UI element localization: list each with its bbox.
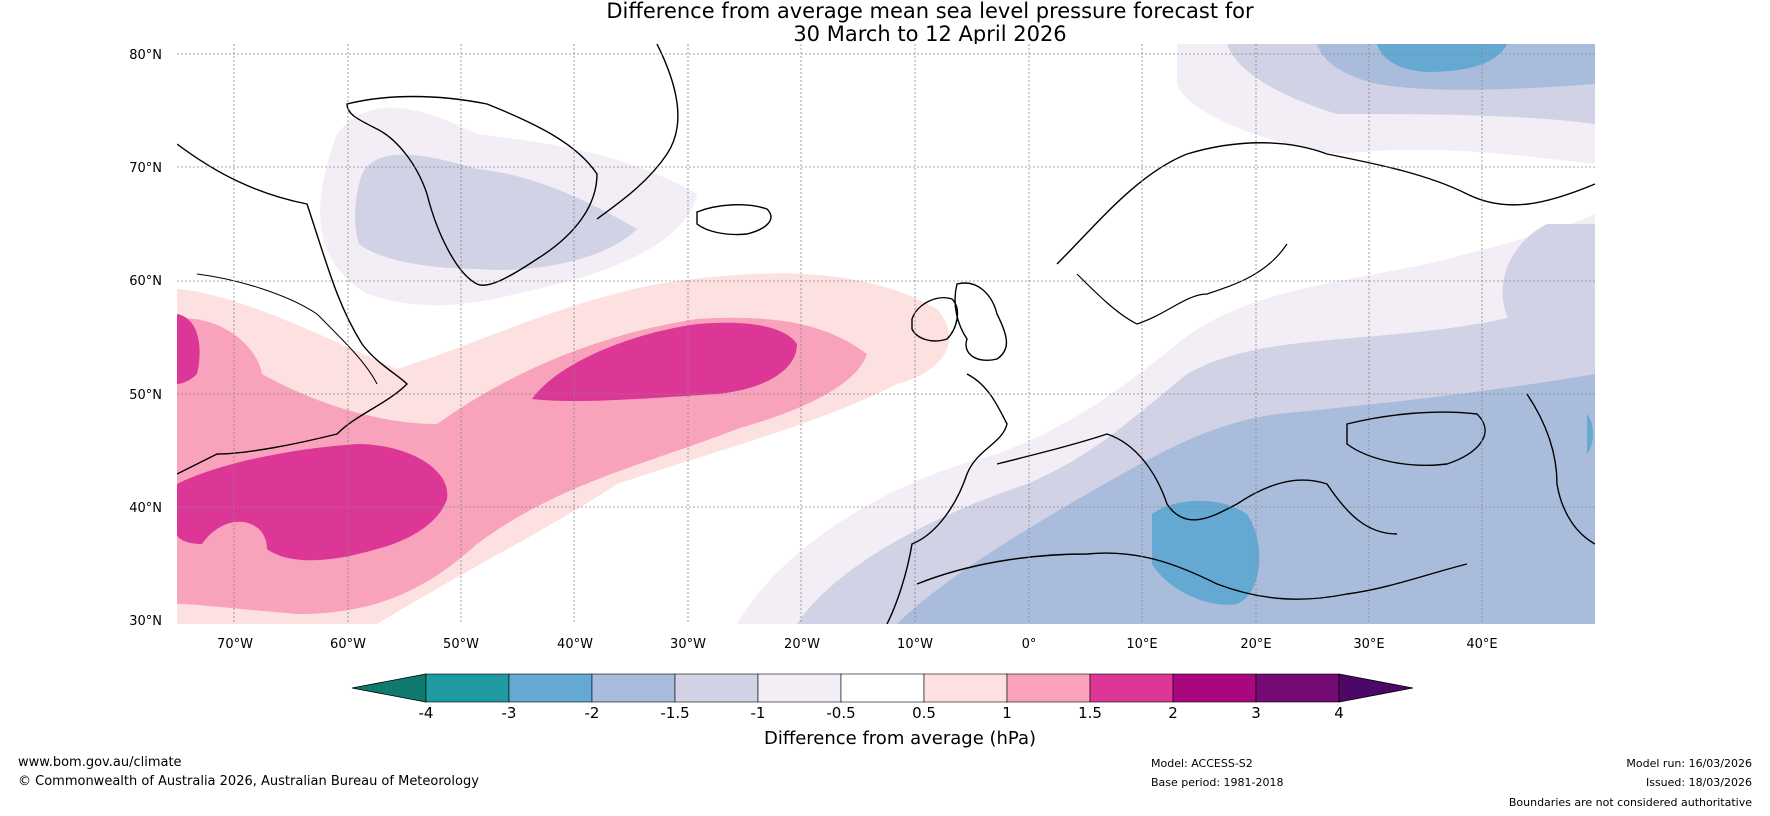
lat-label-40n: 40°N bbox=[129, 501, 162, 516]
colorbar-segment bbox=[1006, 673, 1091, 703]
contour-neg-1-russia bbox=[1502, 224, 1595, 340]
colorbar-tick-label: 3 bbox=[1251, 704, 1261, 722]
colorbar-tick-label: -0.5 bbox=[826, 704, 856, 722]
contour-pos-1-5-atlantic bbox=[532, 322, 797, 402]
colorbar-tick-label: 1.5 bbox=[1078, 704, 1102, 722]
coastline-greenland-east bbox=[596, 44, 679, 220]
lon-label-10w: 10°W bbox=[897, 637, 933, 652]
colorbar-tick-label: 2 bbox=[1168, 704, 1178, 722]
colorbar-tick-label: -1 bbox=[750, 704, 766, 722]
contour-pos-1-5-west-edge bbox=[177, 314, 200, 384]
colorbar-tick-label: -4 bbox=[418, 704, 434, 722]
colorbar-tick-label: -2 bbox=[584, 704, 600, 722]
coastline-black-sea bbox=[1346, 411, 1486, 466]
lat-label-80n: 80°N bbox=[129, 48, 162, 63]
map-title: Difference from average mean sea level p… bbox=[530, 0, 1330, 46]
colorbar-tick-label: 4 bbox=[1334, 704, 1344, 722]
colorbar-segment bbox=[674, 673, 759, 703]
lon-label-70w: 70°W bbox=[217, 637, 253, 652]
contour-neg-2-arctic bbox=[1377, 44, 1507, 72]
coastline-iberia-west bbox=[886, 373, 1008, 624]
coastline-greenland bbox=[346, 95, 598, 286]
coastline-great-britain bbox=[954, 282, 1008, 361]
colorbar-tick-label: -1.5 bbox=[660, 704, 690, 722]
coastline-labrador bbox=[196, 273, 378, 385]
coastline-mediterranean-north bbox=[996, 433, 1398, 535]
colorbar-segment bbox=[425, 673, 510, 703]
footer-model: Model: ACCESS-S2 bbox=[1151, 757, 1253, 770]
colorbar-segment bbox=[1089, 673, 1174, 703]
colorbar-segments bbox=[351, 673, 1414, 703]
lon-label-0: 0° bbox=[1021, 637, 1037, 652]
contour-neg-2-black-sea-edge bbox=[1587, 414, 1593, 454]
coastline-north-america bbox=[177, 143, 408, 475]
gridlines bbox=[177, 44, 1595, 624]
lat-label-60n: 60°N bbox=[129, 274, 162, 289]
lon-label-30e: 30°E bbox=[1353, 637, 1385, 652]
contour-pos-1-5-us-east bbox=[177, 444, 448, 561]
footer-model-run: Model run: 16/03/2026 bbox=[1626, 757, 1752, 770]
map-canvas bbox=[177, 44, 1595, 624]
colorbar-tick-label: 1 bbox=[1002, 704, 1012, 722]
colorbar-label: Difference from average (hPa) bbox=[763, 728, 1037, 749]
contour-neg-2-mediterranean bbox=[1152, 500, 1260, 605]
coastline-ireland bbox=[911, 297, 959, 342]
title-line-2: 30 March to 12 April 2026 bbox=[793, 22, 1067, 46]
lon-label-30w: 30°W bbox=[670, 637, 706, 652]
coastline-north-africa bbox=[916, 552, 1468, 600]
colorbar-extend-high bbox=[1338, 673, 1414, 703]
colorbar-segment bbox=[1255, 673, 1340, 703]
footer-issued: Issued: 18/03/2026 bbox=[1645, 776, 1752, 789]
title-line-1: Difference from average mean sea level p… bbox=[606, 0, 1254, 23]
colorbar-extend-low bbox=[351, 673, 427, 703]
pressure-anomaly-map bbox=[177, 44, 1595, 624]
lon-label-40e: 40°E bbox=[1466, 637, 1498, 652]
lat-label-70n: 70°N bbox=[129, 161, 162, 176]
lat-label-50n: 50°N bbox=[129, 388, 162, 403]
colorbar-segment bbox=[840, 673, 925, 703]
lon-label-60w: 60°W bbox=[330, 637, 366, 652]
coastline-baltic bbox=[1076, 243, 1288, 325]
colorbar-segment bbox=[1172, 673, 1257, 703]
colorbar-tick-label: 0.5 bbox=[912, 704, 936, 722]
colorbar bbox=[351, 673, 1414, 703]
coastline-caspian bbox=[1526, 393, 1595, 545]
colorbar-tick-label: -3 bbox=[501, 704, 517, 722]
footer-copyright: © Commonwealth of Australia 2026, Austra… bbox=[18, 774, 479, 789]
coastline-scandinavia-north bbox=[1056, 142, 1595, 265]
lon-label-40w: 40°W bbox=[557, 637, 593, 652]
colorbar-segment bbox=[591, 673, 676, 703]
footer-base-period: Base period: 1981-2018 bbox=[1151, 776, 1284, 789]
lon-label-10e: 10°E bbox=[1126, 637, 1158, 652]
lon-label-20w: 20°W bbox=[784, 637, 820, 652]
coastline-iceland bbox=[696, 204, 772, 236]
footer-disclaimer: Boundaries are not considered authoritat… bbox=[1508, 796, 1752, 809]
colorbar-segment bbox=[508, 673, 593, 703]
lon-label-20e: 20°E bbox=[1240, 637, 1272, 652]
footer-website: www.bom.gov.au/climate bbox=[18, 755, 182, 770]
colorbar-segment bbox=[923, 673, 1008, 703]
colorbar-segment bbox=[757, 673, 842, 703]
lon-label-50w: 50°W bbox=[443, 637, 479, 652]
contour-neg-1-greenland bbox=[355, 154, 637, 270]
lat-label-30n: 30°N bbox=[129, 614, 162, 629]
